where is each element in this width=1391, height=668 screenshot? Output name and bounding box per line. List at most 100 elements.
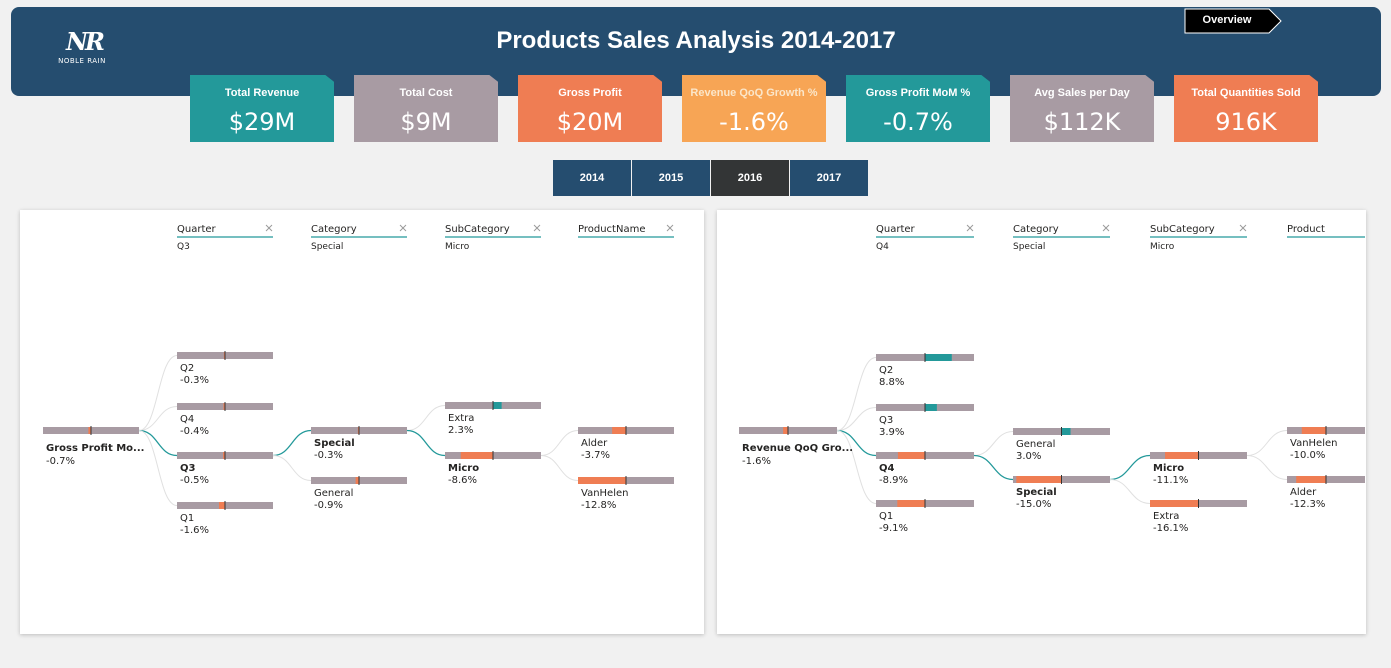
year-slicer: 2014 2015 2016 2017 (553, 160, 868, 196)
node-label-q2: Q2 (879, 365, 893, 376)
bar-fill-negative (223, 352, 225, 359)
bar-fill-negative (612, 427, 626, 434)
level-header-label: Category (1013, 224, 1059, 235)
tree-link-active (1109, 454, 1151, 481)
tree-link-active (836, 429, 877, 457)
root-bar[interactable] (43, 426, 139, 435)
close-icon[interactable] (399, 224, 407, 232)
node-bar-q1[interactable] (876, 499, 974, 508)
node-bar-general[interactable] (1013, 427, 1110, 436)
node-bar-general[interactable] (311, 476, 407, 485)
node-label-alder: Alder (581, 438, 608, 449)
node-value-q3: 3.9% (879, 427, 904, 438)
node-value-q1: -9.1% (879, 523, 908, 534)
close-icon[interactable] (666, 224, 674, 232)
kpi-card-total-cost: Total Cost $9M (354, 75, 498, 142)
year-tab-2015[interactable]: 2015 (632, 160, 710, 196)
kpi-value: $112K (1043, 108, 1121, 136)
tree-link (1246, 430, 1288, 456)
close-icon[interactable] (533, 224, 541, 232)
level-header-quarter[interactable]: Quarter (876, 224, 974, 238)
overview-button[interactable]: Overview (1184, 8, 1284, 34)
tree-link (138, 355, 178, 431)
level-header-label: SubCategory (1150, 224, 1215, 235)
node-bar-q2[interactable] (177, 351, 273, 360)
kpi-label: Gross Profit (558, 87, 622, 99)
node-bar-vanhelen[interactable] (578, 476, 674, 485)
close-icon[interactable] (265, 224, 273, 232)
node-bar-q4[interactable] (876, 451, 974, 460)
bar-fill-negative (460, 452, 493, 459)
node-bar-q1[interactable] (177, 501, 273, 510)
tree-link (1109, 479, 1151, 504)
tree-link-active (406, 429, 446, 457)
tree-link (973, 431, 1014, 456)
tree-link (406, 405, 446, 431)
level-header-category[interactable]: Category (311, 224, 407, 238)
kpi-card-gross-profit-mom: Gross Profit MoM % -0.7% (846, 75, 990, 142)
node-bar-special[interactable] (1013, 475, 1110, 484)
tree-link (138, 406, 178, 431)
node-bar-extra[interactable] (445, 401, 541, 410)
year-tab-2017[interactable]: 2017 (790, 160, 868, 196)
tree-link (540, 455, 579, 481)
level-selected-value: Micro (1150, 242, 1175, 252)
kpi-card-total-revenue: Total Revenue $29M (190, 75, 334, 142)
level-header-product[interactable]: Product (1287, 224, 1365, 238)
node-value-vanhelen: -12.8% (581, 500, 616, 511)
kpi-value: -0.7% (883, 108, 953, 136)
tree-link (1246, 455, 1288, 480)
year-tab-2014[interactable]: 2014 (553, 160, 631, 196)
node-bar-alder[interactable] (1287, 475, 1365, 484)
kpi-value: 916K (1215, 108, 1277, 136)
node-bar-q2[interactable] (876, 353, 974, 362)
level-header-label: Category (311, 224, 357, 235)
decomposition-tree-gross-profit: Gross Profit Mo... -0.7% Quarter Q3 Q2 -0.3% Q… (20, 210, 704, 634)
bar-fill-negative (88, 427, 91, 434)
noble-rain-logo: NR NOBLE RAIN (58, 28, 109, 66)
node-bar-q3[interactable] (177, 451, 273, 460)
close-icon[interactable] (1239, 224, 1247, 232)
level-header-subcategory[interactable]: SubCategory (1150, 224, 1247, 238)
node-label-extra: Extra (448, 413, 474, 424)
close-icon[interactable] (966, 224, 974, 232)
page-title: Products Sales Analysis 2014-2017 (496, 27, 896, 54)
tree-link (836, 430, 877, 504)
node-label-q4: Q4 (180, 414, 194, 425)
node-value-special: -0.3% (314, 450, 343, 461)
tree-link (836, 357, 877, 431)
level-header-label: Quarter (177, 224, 217, 235)
level-header-quarter[interactable]: Quarter (177, 224, 273, 238)
node-bar-q3[interactable] (876, 403, 974, 412)
year-tab-2016[interactable]: 2016 (711, 160, 789, 196)
level-selected-value: Special (1013, 242, 1045, 252)
level-header-category[interactable]: Category (1013, 224, 1110, 238)
level-header-label: SubCategory (445, 224, 510, 235)
node-label-vanhelen: VanHelen (1290, 438, 1337, 449)
level-selected-value: Special (311, 242, 343, 252)
node-value-general: 3.0% (1016, 451, 1041, 462)
bar-fill-negative (897, 452, 925, 459)
level-header-label: Product (1287, 224, 1325, 235)
root-bar[interactable] (739, 426, 837, 435)
kpi-label: Avg Sales per Day (1034, 87, 1130, 99)
close-icon[interactable] (1102, 224, 1110, 232)
node-bar-special[interactable] (311, 426, 407, 435)
node-bar-vanhelen[interactable] (1287, 426, 1365, 435)
node-bar-micro[interactable] (1150, 451, 1247, 460)
tree-link-active (138, 429, 178, 457)
node-bar-micro[interactable] (445, 451, 541, 460)
level-header-subcategory[interactable]: SubCategory (445, 224, 541, 238)
node-bar-extra[interactable] (1150, 499, 1247, 508)
node-label-general: General (1016, 439, 1055, 450)
node-value-q1: -1.6% (180, 525, 209, 536)
level-header-productname[interactable]: ProductName (578, 224, 674, 238)
kpi-value: $29M (228, 108, 296, 136)
node-label-q4: Q4 (879, 463, 895, 474)
node-bar-q4[interactable] (177, 402, 273, 411)
node-bar-alder[interactable] (578, 426, 674, 435)
node-label-micro: Micro (448, 463, 479, 474)
arrow-shape-icon (1184, 8, 1282, 34)
node-label-extra: Extra (1153, 511, 1179, 522)
node-value-q2: -0.3% (180, 375, 209, 386)
